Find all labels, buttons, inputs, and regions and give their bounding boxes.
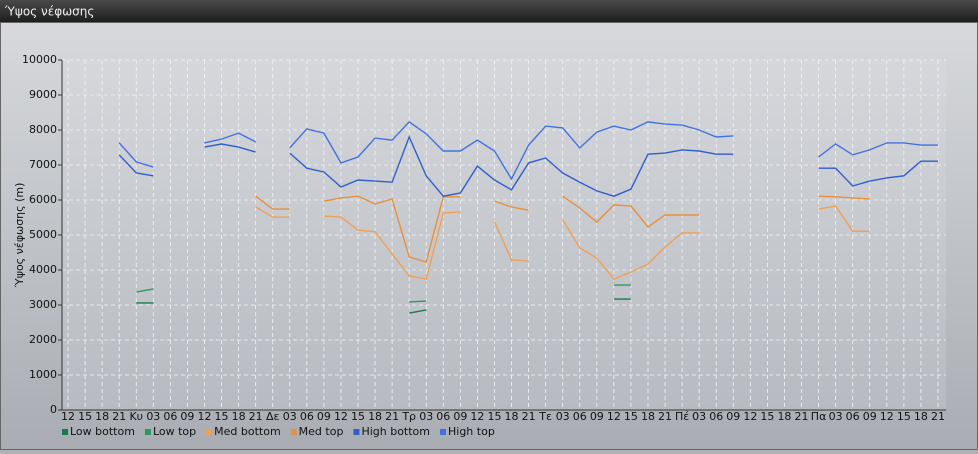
- x-tick-label: 06: [436, 410, 450, 423]
- legend-swatch: [206, 429, 213, 435]
- x-tick-label: 12: [607, 410, 621, 423]
- y-tick-label: 1000: [29, 368, 57, 381]
- y-tick-label: 5000: [29, 228, 57, 241]
- x-tick-label: 15: [760, 410, 774, 423]
- x-tick-label: 06: [709, 410, 723, 423]
- x-tick-label: 09: [453, 410, 467, 423]
- series-line: [255, 205, 870, 280]
- x-tick-label: 09: [180, 410, 194, 423]
- x-tick-label: 09: [317, 410, 331, 423]
- x-tick-label: 12: [880, 410, 894, 423]
- x-tick-label: Πέ: [675, 410, 689, 423]
- x-tick-label: 15: [487, 410, 501, 423]
- legend-label: Med top: [299, 425, 344, 438]
- legend-label: Low top: [153, 425, 196, 438]
- x-tick-label: 09: [863, 410, 877, 423]
- x-tick-label: 21: [931, 410, 945, 423]
- legend-label: Low bottom: [70, 425, 135, 438]
- x-tick-label: 06: [163, 410, 177, 423]
- x-tick-label: Πα: [811, 410, 827, 423]
- y-tick-label: 2000: [29, 333, 57, 346]
- legend-swatch: [62, 429, 68, 435]
- x-tick-label: 15: [624, 410, 638, 423]
- x-tick-label: 06: [573, 410, 587, 423]
- x-tick-label: 21: [249, 410, 263, 423]
- x-tick-label: 12: [197, 410, 211, 423]
- series-line: [136, 298, 631, 314]
- legend-swatch: [440, 429, 446, 435]
- legend-swatch: [290, 429, 297, 435]
- x-tick-label: 09: [590, 410, 604, 423]
- x-tick-label: 18: [368, 410, 382, 423]
- grid: [58, 59, 946, 411]
- legend-swatch: [144, 429, 151, 435]
- x-tick-label: 06: [300, 410, 314, 423]
- x-tick-label: 21: [658, 410, 672, 423]
- legend-label: High top: [448, 425, 495, 438]
- x-tick-label: Τε: [538, 410, 552, 423]
- y-tick-label: 6000: [29, 193, 57, 206]
- x-tick-label: 18: [95, 410, 109, 423]
- y-tick-label: 0: [50, 403, 57, 416]
- x-tick-label: 03: [692, 410, 706, 423]
- y-tick-label: 9000: [29, 88, 57, 101]
- legend-swatch: [353, 429, 360, 435]
- chart-title: Ύψος νέφωσης: [4, 5, 94, 19]
- x-tick-label: 21: [112, 410, 126, 423]
- x-tick-label: 18: [641, 410, 655, 423]
- title-bar: [0, 0, 978, 22]
- x-tick-label: 21: [795, 410, 809, 423]
- x-tick-label: 06: [846, 410, 860, 423]
- x-tick-label: 03: [556, 410, 570, 423]
- x-tick-label: Τρ: [401, 410, 416, 423]
- x-tick-label: 18: [914, 410, 928, 423]
- series-line: [255, 195, 870, 263]
- legend-label: Med bottom: [214, 425, 281, 438]
- x-tick-label: 18: [505, 410, 519, 423]
- x-tick-label: 03: [419, 410, 433, 423]
- series-line: [136, 284, 631, 303]
- x-tick-label: 12: [334, 410, 348, 423]
- legend-label: High bottom: [361, 425, 430, 438]
- x-tick-label: 15: [897, 410, 911, 423]
- x-tick-label: 12: [61, 410, 75, 423]
- x-tick-label: Κυ: [129, 410, 143, 423]
- x-tick-label: 18: [232, 410, 246, 423]
- x-tick-label: 03: [829, 410, 843, 423]
- x-tick-label: 15: [78, 410, 92, 423]
- x-tick-label: 21: [522, 410, 536, 423]
- marks: [118, 120, 938, 314]
- y-tick-label: 3000: [29, 298, 57, 311]
- x-tick-label: 15: [215, 410, 229, 423]
- y-tick-label: 8000: [29, 123, 57, 136]
- x-tick-label: 03: [146, 410, 160, 423]
- series-line: [118, 120, 938, 181]
- x-tick-label: 12: [743, 410, 757, 423]
- x-tick-label: Δε: [266, 410, 280, 423]
- x-tick-label: 21: [385, 410, 399, 423]
- series-line: [118, 135, 938, 197]
- x-tick-label: 09: [726, 410, 740, 423]
- y-tick-label: 10000: [22, 53, 57, 66]
- y-tick-label: 7000: [29, 158, 57, 171]
- y-axis-title: Ύψος νέφωσης (m): [13, 183, 26, 289]
- x-tick-label: 15: [351, 410, 365, 423]
- x-tick-label: 18: [777, 410, 791, 423]
- x-tick-label: 03: [283, 410, 297, 423]
- x-tick-label: 12: [470, 410, 484, 423]
- y-tick-label: 4000: [29, 263, 57, 276]
